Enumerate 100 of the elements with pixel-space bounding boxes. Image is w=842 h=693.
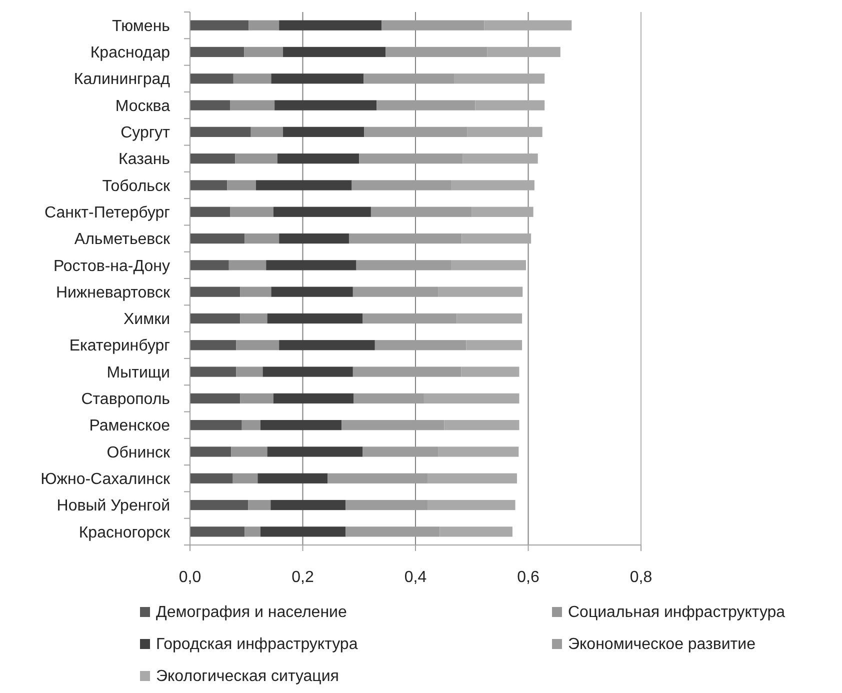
bar [428,500,516,510]
bar [386,46,488,58]
bar [236,340,280,350]
bar [456,313,522,324]
y-tick-label: Мытищи [106,364,170,382]
y-tick-label: Краснодар [90,44,170,62]
bar [424,393,520,404]
y-tick-label: Нижневартовск [56,284,171,302]
bar [190,100,230,110]
bar [244,526,260,537]
y-tick-label: Санкт-Петербург [44,204,170,222]
bar [190,420,242,430]
bar [346,526,440,537]
bar [440,526,512,537]
x-tick-label: 0,2 [292,569,314,586]
bar [190,286,240,297]
y-tick-label: Екатеринбург [69,338,170,355]
bar [475,100,545,110]
bar [273,206,371,217]
bar [487,46,560,58]
bar [346,500,428,510]
bar [364,74,454,84]
bar [190,260,229,270]
bar [190,393,240,404]
bar [190,20,249,30]
bar [242,420,260,430]
bar [279,340,375,350]
bar [233,74,272,84]
bar [353,393,424,404]
bar [370,206,472,217]
bar [190,126,251,137]
bar [230,206,274,217]
x-tick-label: 0,8 [630,569,652,586]
legend-label: Демография и население [156,604,347,621]
bar [348,233,462,244]
bar [451,260,526,270]
bar [461,366,520,377]
y-tick-label: Калининград [74,71,171,88]
bar [467,126,542,137]
bar [190,366,236,377]
y-tick-label: Ставрополь [81,391,170,408]
bar [374,340,466,350]
bar [240,313,268,324]
bar [273,393,354,404]
bar [236,366,263,377]
bar [362,446,438,457]
bar [352,366,462,377]
bar [462,233,532,244]
bar [462,154,538,164]
bar [352,180,452,190]
y-tick-label: Тюмень [112,18,170,35]
bar [270,500,346,510]
bar [382,20,484,30]
bar [277,154,360,164]
legend-label: Экономическое развитие [568,636,756,653]
bar [428,473,517,484]
bar [328,473,428,484]
bar [444,420,520,430]
bar [190,233,245,244]
bar [279,20,382,30]
x-tick-label: 0,4 [404,569,427,586]
bar [364,126,468,137]
bar [274,100,377,110]
bar [228,260,266,270]
bar [190,340,236,350]
bar [190,500,248,510]
bar [376,100,476,110]
bar [240,393,274,404]
bar [451,180,534,190]
bar [267,313,363,324]
bar [279,233,349,244]
bar [248,500,271,510]
bar [190,313,240,324]
y-tick-label: Альметьевск [74,231,171,248]
y-tick-label: Казань [118,151,170,168]
bar [244,233,280,244]
bar [359,154,463,164]
bar [230,100,275,110]
bar [190,206,230,217]
bar [260,420,342,430]
bar [232,473,258,484]
bar [352,286,438,297]
bar [258,473,328,484]
bar [271,74,364,84]
bar [248,20,280,30]
legend-label: Социальная инфраструктура [568,604,786,621]
y-tick-label: Химки [123,311,170,328]
bar [256,180,352,190]
bar [190,446,232,457]
y-tick-label: Москва [115,98,170,115]
bar [250,126,284,137]
bar [271,286,353,297]
bar [190,180,228,190]
bar [466,340,522,350]
x-tick-label: 0,0 [178,569,202,586]
bar [362,313,457,324]
bar [266,260,356,270]
bar [190,526,245,537]
bar [454,74,545,84]
y-tick-label: Южно-Сахалинск [40,470,171,488]
